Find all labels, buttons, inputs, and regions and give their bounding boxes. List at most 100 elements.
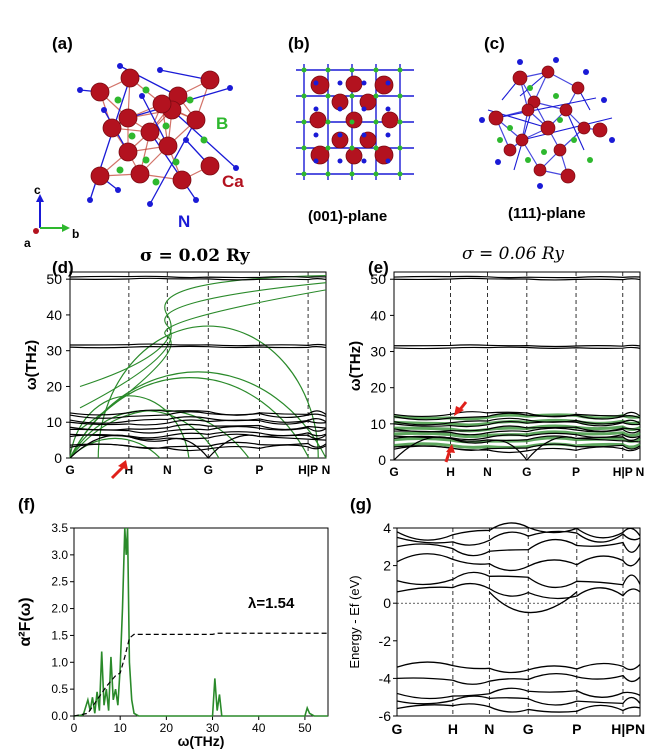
ca-atom [90, 82, 110, 102]
b-atom [301, 67, 307, 73]
ca-atom [331, 131, 349, 149]
ytick-label: 2.0 [51, 602, 68, 616]
b-atom [397, 67, 403, 73]
electron-band [396, 539, 641, 557]
kpoint-label: G [65, 463, 74, 477]
phonon-band [69, 441, 327, 450]
kpoint-label: G [522, 465, 531, 479]
plane-label-001: (001)-plane [308, 208, 388, 225]
ca-atom [140, 122, 160, 142]
b-atom [301, 171, 307, 177]
phonon-band [393, 425, 641, 433]
ytick-label: 2 [383, 558, 391, 574]
phonon-dispersion-d: G H N G P H|P N 0 10 20 30 40 50 ω(THz) [23, 271, 330, 480]
n-atom [147, 201, 153, 207]
kpoint-label: P [255, 463, 263, 477]
electron-band [396, 522, 641, 541]
b-atom [325, 145, 331, 151]
ca-atom [345, 75, 363, 93]
kpoint-label: G [389, 465, 398, 479]
green-arc [79, 289, 327, 430]
n-atom [193, 197, 199, 203]
axis-triad: c b a [24, 183, 79, 250]
phonon-band [69, 411, 327, 419]
n-atom [537, 183, 543, 189]
b-atom [301, 93, 307, 99]
ytick-label: 30 [46, 343, 62, 359]
phonon-band [69, 275, 327, 279]
b-atom [349, 93, 355, 99]
phonon-band [393, 277, 641, 281]
green-band [393, 430, 641, 439]
panel-label-e: (e) [368, 258, 389, 277]
ca-atom [533, 163, 547, 177]
ca-atom [488, 110, 504, 126]
red-arrow-head [454, 406, 464, 416]
ytick-label: 3.0 [51, 548, 68, 562]
n-atom [495, 159, 501, 165]
ytick-label: 3.5 [51, 521, 68, 535]
xtick-label: 10 [114, 721, 128, 735]
n-atom [337, 158, 343, 164]
phonon-band [69, 425, 327, 434]
green-band [393, 418, 641, 427]
b-atom [301, 145, 307, 151]
sigma-title-e: σ = 0.06 Ry [462, 244, 565, 264]
x-axis-label: ω(THz) [178, 733, 225, 749]
lambda-curve [73, 632, 328, 717]
acoustic-band [69, 434, 327, 459]
b-atom [114, 96, 122, 104]
b-atom [152, 178, 160, 186]
n-atom [337, 132, 343, 138]
b-atom [142, 156, 150, 164]
ca-atom [512, 70, 528, 86]
xtick-label: 20 [160, 721, 174, 735]
b-atom [373, 171, 379, 177]
axis-a-label: a [24, 236, 31, 250]
ytick-label: 40 [46, 307, 62, 323]
n-atom [479, 117, 485, 123]
plot-frame [393, 271, 641, 461]
crystal-structure-3d [77, 63, 239, 207]
phonon-band [69, 345, 327, 349]
n-atom [517, 59, 523, 65]
phonon-band [393, 427, 641, 436]
electron-band [396, 673, 641, 685]
phonon-band [393, 411, 641, 418]
ca-atom [345, 111, 363, 129]
n-atom [601, 97, 607, 103]
b-atom [128, 132, 136, 140]
ytick-label: 20 [46, 378, 62, 394]
n-atom [385, 132, 391, 138]
b-atom [116, 166, 124, 174]
kpoint-label: G [523, 721, 534, 737]
b-atom [571, 137, 577, 143]
ytick-label: 30 [370, 344, 386, 360]
ca-atom [186, 110, 206, 130]
b-atom [162, 122, 170, 130]
n-atom [553, 57, 559, 63]
ytick-label: 0 [383, 595, 391, 611]
red-arrow [110, 464, 126, 480]
green-arc [79, 275, 327, 387]
red-arrow-head [118, 460, 128, 470]
ca-atom [515, 133, 529, 147]
electron-band [396, 703, 641, 713]
n-atom [337, 106, 343, 112]
crystal-structure-111 [479, 57, 615, 189]
n-atom [361, 158, 367, 164]
green-arc [79, 282, 327, 409]
ca-atom [345, 147, 363, 165]
sigma-title-d: σ = 0.02 Ry [140, 246, 250, 266]
atom-label-b: B [216, 114, 229, 133]
n-atom [117, 63, 123, 69]
atom-label-ca: Ca [222, 172, 244, 191]
electron-band [396, 582, 641, 600]
b-atom [325, 93, 331, 99]
n-atom [227, 85, 233, 91]
phonon-band [69, 343, 327, 347]
phonon-band [393, 275, 641, 279]
ca-atom [152, 94, 172, 114]
kpoint-label: P [572, 721, 581, 737]
n-atom [87, 197, 93, 203]
